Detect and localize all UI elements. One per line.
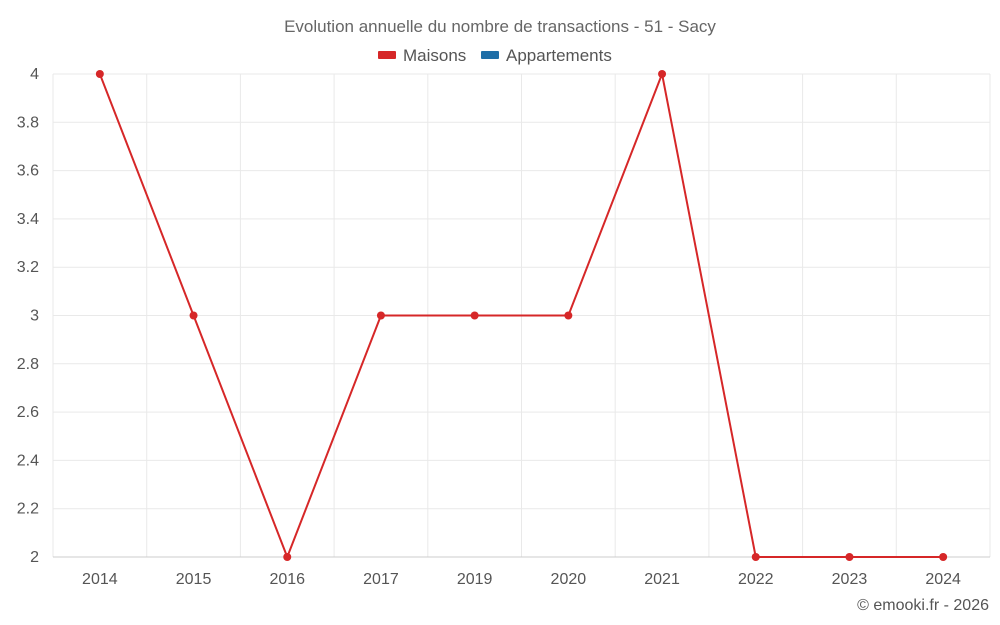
y-tick-label: 3.2 (17, 259, 39, 276)
y-tick-label: 3.8 (17, 114, 39, 131)
x-tick-label: 2020 (551, 571, 587, 588)
x-tick-label: 2023 (832, 571, 868, 588)
x-tick-label: 2021 (644, 571, 680, 588)
data-point-maisons (658, 70, 667, 78)
series (95, 70, 948, 561)
series-line-maisons (98, 73, 944, 558)
y-tick-label: 2.8 (17, 356, 39, 373)
x-tick-label: 2022 (738, 571, 774, 588)
y-tick-label: 2.2 (17, 501, 39, 518)
data-point-maisons (939, 553, 948, 561)
x-tick-label: 2015 (176, 571, 212, 588)
legend-item-appartements[interactable]: Appartements (481, 46, 612, 65)
x-tick-label: 2017 (363, 571, 399, 588)
x-axis-ticks: 2014 2015 2016 2017 2019 2020 2021 2022 2023 2024 (82, 571, 961, 588)
legend-label-maisons: Maisons (403, 46, 466, 65)
legend-swatch-maisons (378, 51, 396, 59)
y-tick-label: 3 (30, 308, 39, 325)
credit-label: © emooki.fr - 2026 (857, 597, 989, 614)
x-tick-label: 2014 (82, 571, 118, 588)
data-point-maisons (283, 553, 292, 561)
y-tick-label: 3.4 (17, 211, 39, 228)
legend: Maisons Appartements (378, 46, 612, 65)
y-tick-label: 4 (30, 66, 39, 83)
x-tick-label: 2016 (269, 571, 305, 588)
y-tick-label: 2.4 (17, 452, 39, 469)
legend-item-maisons[interactable]: Maisons (378, 46, 466, 65)
data-point-maisons (470, 311, 479, 320)
data-point-maisons (564, 311, 573, 320)
data-point-maisons (95, 70, 104, 78)
chart-title: Evolution annuelle du nombre de transact… (284, 17, 716, 36)
data-point-maisons (376, 311, 385, 320)
x-tick-label: 2024 (925, 571, 961, 588)
data-point-maisons (189, 311, 198, 320)
y-axis-ticks: 2 2.2 2.4 2.6 2.8 3 3.2 3.4 3.6 3.8 4 (17, 66, 39, 566)
legend-swatch-appartements (481, 51, 499, 59)
x-tick-label: 2019 (457, 571, 493, 588)
y-tick-label: 2 (30, 549, 39, 566)
data-point-maisons (751, 553, 760, 561)
data-point-maisons (845, 553, 854, 561)
legend-label-appartements: Appartements (506, 46, 612, 65)
y-tick-label: 2.6 (17, 404, 39, 421)
y-tick-label: 3.6 (17, 163, 39, 180)
